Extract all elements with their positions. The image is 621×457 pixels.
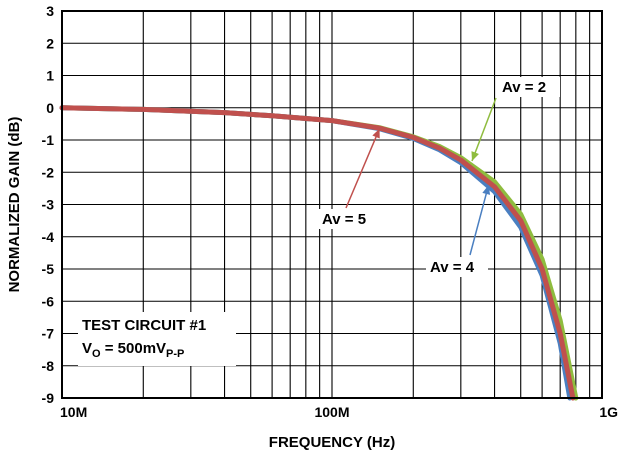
y-tick-label: 3 xyxy=(46,3,54,19)
annotations: TEST CIRCUIT #1 VO = 500mVP-P Av = 2 Av =… xyxy=(78,77,560,366)
annotation-arrow-line xyxy=(469,184,490,256)
y-tick-label: 0 xyxy=(46,100,54,116)
x-axis-label: FREQUENCY (Hz) xyxy=(269,434,395,451)
y-tick-label: -7 xyxy=(42,326,55,342)
y-axis-label: NORMALIZED GAIN (dB) xyxy=(6,117,23,293)
annotation-label: Av = 2 xyxy=(502,79,546,96)
y-tick-label: -6 xyxy=(42,293,55,309)
annotation-arrow-head xyxy=(372,128,380,139)
x-tick-label: 10M xyxy=(60,404,87,420)
annotation-label: Av = 4 xyxy=(430,259,475,276)
y-tick-label: 1 xyxy=(46,68,54,84)
series-line xyxy=(59,105,576,401)
annotation-arrow-line xyxy=(345,128,381,209)
voltage-symbol: V xyxy=(82,340,92,357)
annotation-label: Av = 5 xyxy=(322,211,366,228)
x-tick-label: 100M xyxy=(314,404,349,420)
y-tick-label: -9 xyxy=(42,390,55,406)
voltage-unit-subscript: P-P xyxy=(166,348,184,360)
annotation-label-background xyxy=(318,209,380,229)
plot-frame xyxy=(61,10,603,399)
annotation-arrow-head xyxy=(471,151,479,161)
y-tick-label: 2 xyxy=(46,35,54,51)
y-tick-label: -3 xyxy=(42,197,55,213)
x-tick-label: 1G xyxy=(599,404,618,420)
y-tick-label: -4 xyxy=(42,229,55,245)
y-tick-label: -5 xyxy=(42,261,55,277)
test-circuit-label: TEST CIRCUIT #1 xyxy=(82,317,206,334)
annotation-label-background xyxy=(426,257,488,277)
annotation-arrow-line xyxy=(471,97,497,162)
annotation-label-background xyxy=(498,77,560,97)
y-tick-label: -2 xyxy=(42,164,55,180)
y-tick-label: -8 xyxy=(42,358,55,374)
voltage-value: = 500mV xyxy=(101,340,166,357)
series-lines xyxy=(59,105,579,401)
voltage-subscript: O xyxy=(92,348,101,360)
output-voltage-label: VO = 500mVP-P xyxy=(82,340,184,360)
y-tick-label: -1 xyxy=(42,132,55,148)
test-circuit-note-background xyxy=(78,312,236,366)
tick-labels: 3 2 1 0 -1 -2 -3 -4 -5 -6 -7 -8 -9 10M 100M 1G xyxy=(42,3,619,420)
annotation-arrow-head xyxy=(482,185,491,195)
